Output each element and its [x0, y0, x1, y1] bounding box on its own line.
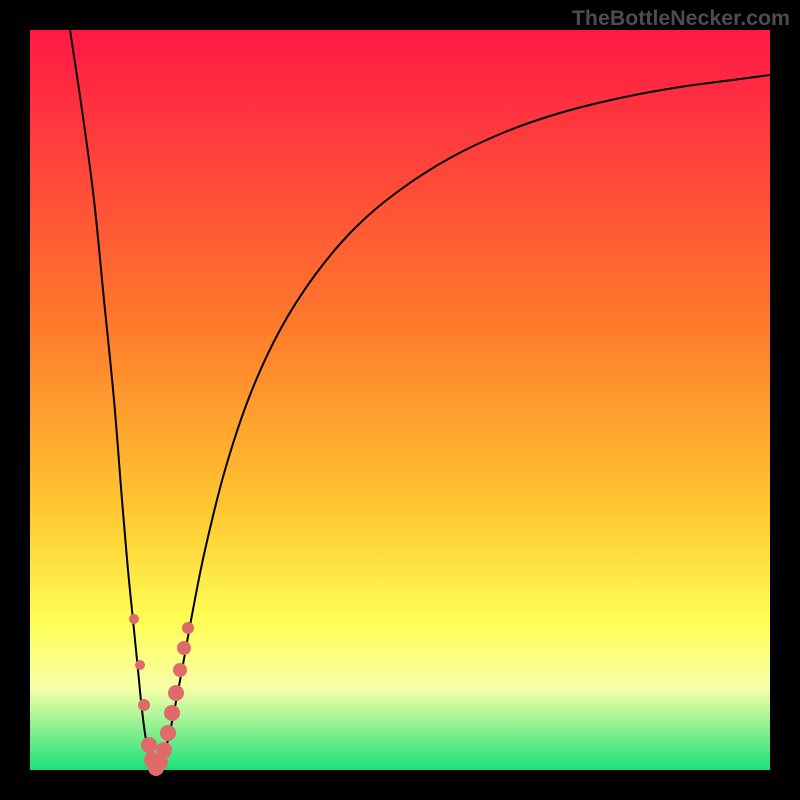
plot-area: [30, 30, 770, 770]
chart-container: TheBottleNecker.com: [0, 0, 800, 800]
watermark: TheBottleNecker.com: [572, 6, 790, 31]
